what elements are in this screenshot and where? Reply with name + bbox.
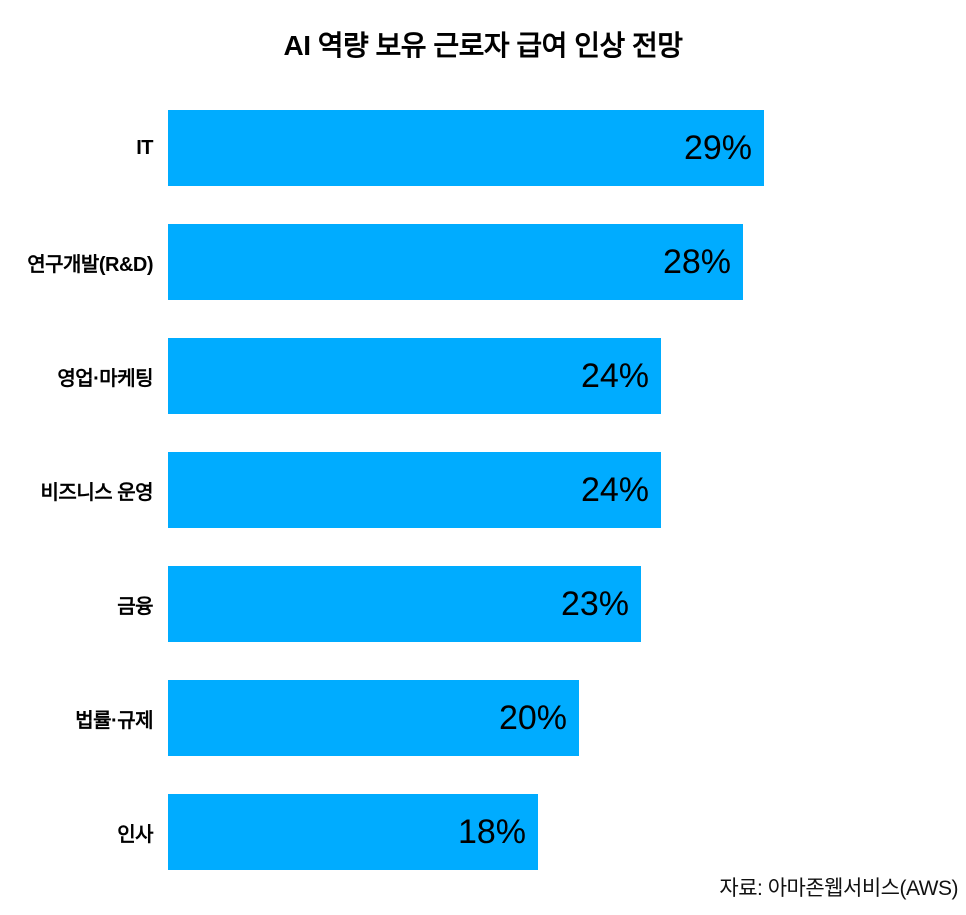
value-label: 29% (683, 128, 752, 167)
category-label: 비즈니스 운영 (40, 481, 154, 504)
category-label: 연구개발(R&D) (27, 253, 153, 276)
category-label: 영업·마케팅 (57, 367, 153, 390)
bar: 29% (168, 110, 764, 186)
bar: 28% (168, 224, 743, 300)
value-label: 24% (580, 470, 649, 509)
value-label: 23% (560, 584, 629, 623)
chart-row: 비즈니스 운영 24% (0, 452, 966, 528)
category-label: 법률·규제 (75, 709, 153, 732)
bar: 24% (168, 452, 661, 528)
chart-row: IT 29% (0, 110, 966, 186)
chart-row: 연구개발(R&D) 28% (0, 224, 966, 300)
value-label: 20% (498, 698, 567, 737)
bar: 24% (168, 338, 661, 414)
chart-row: 영업·마케팅 24% (0, 338, 966, 414)
chart-title: AI 역량 보유 근로자 급여 인상 전망 (283, 30, 683, 61)
chart-row: 인사 18% (0, 794, 966, 870)
source-note: 자료: 아마존웹서비스(AWS) (719, 877, 958, 900)
bar: 23% (168, 566, 641, 642)
chart-row: 금융 23% (0, 566, 966, 642)
chart-rows: IT 29% 연구개발(R&D) 28% 영업·마케팅 24% 비즈니스 운영 … (0, 110, 966, 908)
bar: 18% (168, 794, 538, 870)
value-label: 24% (580, 356, 649, 395)
bar: 20% (168, 680, 579, 756)
category-label: 금융 (117, 595, 153, 618)
category-label: IT (136, 136, 153, 159)
category-label: 인사 (117, 823, 153, 846)
chart-row: 법률·규제 20% (0, 680, 966, 756)
value-label: 28% (662, 242, 731, 281)
value-label: 18% (457, 812, 526, 851)
